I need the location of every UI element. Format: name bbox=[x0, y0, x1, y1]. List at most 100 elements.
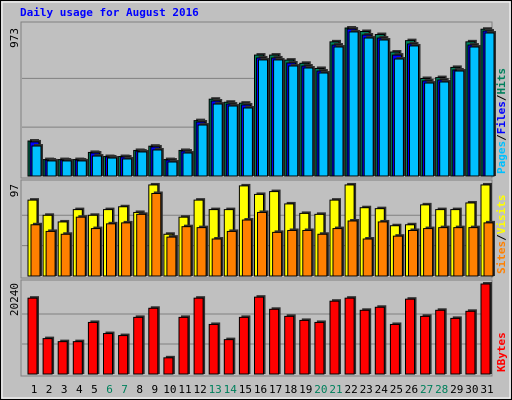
bar bbox=[480, 283, 491, 375]
bar bbox=[392, 235, 403, 277]
bar bbox=[121, 222, 132, 277]
x-tick-label: 30 bbox=[465, 383, 478, 396]
bar bbox=[226, 230, 237, 277]
bar bbox=[329, 300, 340, 375]
x-tick-label: 23 bbox=[360, 383, 373, 396]
x-tick-label: 29 bbox=[450, 383, 463, 396]
bar bbox=[287, 229, 298, 277]
bar bbox=[374, 306, 385, 375]
bar bbox=[31, 145, 42, 177]
legend-entry: KBytes bbox=[495, 332, 508, 372]
bar bbox=[181, 226, 192, 277]
bar bbox=[420, 315, 431, 375]
bar bbox=[424, 82, 435, 177]
x-tick-label: 4 bbox=[76, 383, 83, 396]
bar bbox=[299, 319, 310, 375]
bar bbox=[118, 335, 129, 375]
bar bbox=[450, 317, 461, 375]
bar bbox=[409, 45, 419, 177]
bar bbox=[167, 161, 178, 177]
bar bbox=[30, 224, 41, 277]
bar bbox=[91, 155, 102, 177]
x-tick-label: 1 bbox=[31, 383, 38, 396]
y-tick-label: 20240 bbox=[8, 283, 21, 316]
bar bbox=[302, 229, 313, 277]
bar bbox=[61, 160, 72, 177]
bar bbox=[363, 37, 374, 177]
legend-separator: / bbox=[495, 234, 508, 241]
bar bbox=[211, 238, 222, 277]
bar bbox=[362, 238, 373, 277]
bar bbox=[438, 227, 449, 277]
bar bbox=[423, 228, 434, 277]
x-tick-label: 7 bbox=[121, 383, 128, 396]
x-tick-label: 5 bbox=[91, 383, 98, 396]
bar bbox=[254, 296, 264, 375]
bar bbox=[378, 39, 389, 177]
bar bbox=[405, 298, 415, 375]
bar bbox=[272, 231, 283, 277]
bar bbox=[152, 149, 163, 177]
bar bbox=[208, 323, 219, 375]
bar bbox=[133, 316, 144, 375]
bar bbox=[178, 316, 189, 375]
legend: Pages/Files/Hits bbox=[495, 68, 508, 174]
bar bbox=[148, 307, 159, 375]
x-tick-label: 31 bbox=[480, 383, 493, 396]
bar bbox=[389, 323, 400, 375]
bar bbox=[273, 59, 284, 177]
bar bbox=[241, 219, 252, 277]
bar bbox=[76, 160, 87, 177]
bar bbox=[87, 321, 98, 375]
bar bbox=[317, 233, 328, 277]
bar bbox=[303, 67, 314, 177]
x-tick-label: 19 bbox=[299, 383, 312, 396]
bar bbox=[483, 222, 494, 277]
legend-entry: Files bbox=[495, 101, 508, 134]
bar bbox=[46, 160, 57, 177]
bar bbox=[439, 81, 450, 177]
bar bbox=[227, 105, 238, 177]
bar bbox=[223, 339, 234, 375]
bar bbox=[151, 192, 162, 277]
bar bbox=[318, 72, 329, 177]
x-tick-label: 20 bbox=[314, 383, 327, 396]
legend-entry: Sites bbox=[495, 241, 508, 274]
x-tick-label: 2 bbox=[46, 383, 53, 396]
x-tick-label: 10 bbox=[163, 383, 176, 396]
bar bbox=[454, 70, 465, 177]
bar bbox=[348, 31, 359, 177]
bar bbox=[72, 341, 83, 375]
x-tick-label: 16 bbox=[254, 383, 267, 396]
bar bbox=[42, 338, 53, 375]
x-tick-label: 24 bbox=[375, 383, 389, 396]
x-tick-label: 15 bbox=[239, 383, 252, 396]
x-tick-label: 18 bbox=[284, 383, 297, 396]
x-tick-label: 6 bbox=[106, 383, 113, 396]
x-tick-label: 9 bbox=[151, 383, 158, 396]
bar bbox=[393, 58, 404, 177]
x-tick-label: 22 bbox=[344, 383, 357, 396]
x-tick-label: 27 bbox=[420, 383, 433, 396]
bar bbox=[75, 216, 86, 277]
legend-entry: Hits bbox=[495, 68, 508, 95]
bar bbox=[196, 227, 207, 277]
x-tick-label: 8 bbox=[136, 383, 143, 396]
y-tick-label: 973 bbox=[8, 28, 21, 48]
bar bbox=[408, 229, 418, 277]
bar bbox=[57, 341, 68, 375]
bar bbox=[45, 230, 56, 277]
legend-entry: Pages bbox=[495, 141, 508, 174]
bar bbox=[269, 308, 280, 375]
x-tick-label: 14 bbox=[224, 383, 238, 396]
bar bbox=[453, 227, 464, 277]
bar bbox=[257, 211, 267, 277]
legend-separator: / bbox=[495, 134, 508, 141]
bar bbox=[182, 152, 193, 177]
bar bbox=[103, 333, 113, 375]
x-tick-label: 26 bbox=[405, 383, 418, 396]
bar bbox=[359, 309, 370, 375]
chart-title: Daily usage for August 2016 bbox=[20, 6, 199, 19]
bar bbox=[136, 213, 147, 277]
